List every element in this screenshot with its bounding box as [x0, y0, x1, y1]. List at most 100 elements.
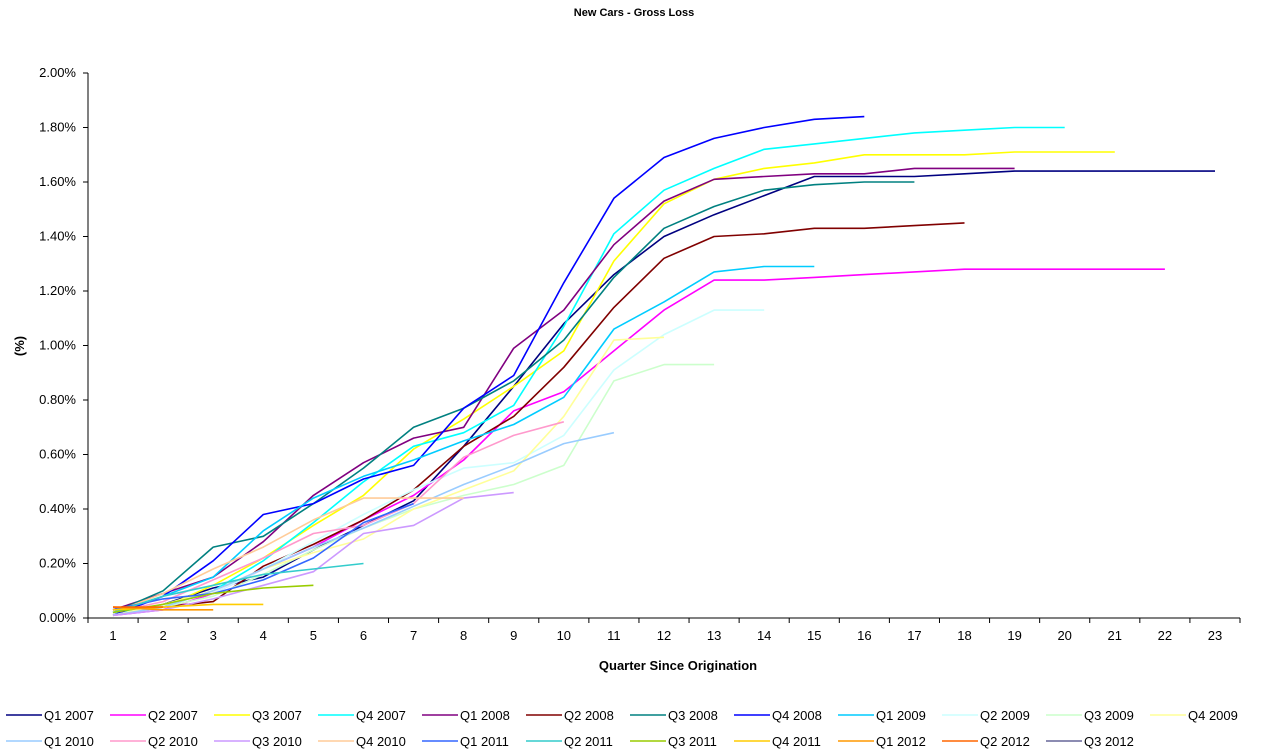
- y-tick-label: 0.40%: [39, 501, 76, 516]
- legend-label: Q4 2008: [772, 708, 822, 723]
- x-tick-label: 5: [310, 628, 317, 643]
- legend-label: Q3 2008: [668, 708, 718, 723]
- y-tick-label: 1.20%: [39, 283, 76, 298]
- legend-item: Q2 2008: [526, 708, 614, 723]
- y-tick-label: 1.60%: [39, 174, 76, 189]
- x-tick-label: 20: [1057, 628, 1071, 643]
- series-line-q4-2010: [112, 497, 464, 614]
- x-tick-label: 6: [360, 628, 367, 643]
- y-tick-label: 0.80%: [39, 392, 76, 407]
- legend-item: Q1 2012: [838, 734, 926, 749]
- legend-item: Q3 2010: [214, 734, 302, 749]
- x-tick-label: 3: [210, 628, 217, 643]
- legend-label: Q1 2007: [44, 708, 94, 723]
- x-tick-label: 7: [410, 628, 417, 643]
- legend-item: Q1 2010: [6, 734, 94, 749]
- x-tick-label: 11: [607, 628, 621, 643]
- legend: Q1 2007 Q2 2007 Q3 2007 Q4 2007 Q1 2008 Q2 20…: [6, 708, 1238, 749]
- x-tick-label: 22: [1158, 628, 1172, 643]
- legend-item: Q1 2007: [6, 708, 94, 723]
- chart-title: New Cars - Gross Loss: [574, 7, 694, 19]
- legend-label: Q4 2011: [772, 734, 821, 749]
- x-tick-label: 14: [757, 628, 771, 643]
- legend-label: Q1 2008: [460, 708, 510, 723]
- x-tick-label: 9: [510, 628, 517, 643]
- legend-label: Q3 2012: [1084, 734, 1134, 749]
- legend-item: Q4 2009: [1150, 708, 1238, 723]
- legend-item: Q1 2008: [422, 708, 510, 723]
- x-tick-label: 13: [707, 628, 721, 643]
- y-tick-label: 1.80%: [39, 120, 76, 135]
- legend-item: Q4 2010: [318, 734, 406, 749]
- y-tick-label: 0.20%: [39, 556, 76, 571]
- legend-item: Q3 2011: [630, 734, 717, 749]
- legend-item: Q4 2007: [318, 708, 406, 723]
- legend-label: Q2 2007: [148, 708, 198, 723]
- legend-label: Q3 2009: [1084, 708, 1134, 723]
- legend-label: Q4 2009: [1188, 708, 1238, 723]
- legend-label: Q1 2009: [876, 708, 926, 723]
- series-line-q1-2007: [112, 170, 1215, 617]
- legend-item: Q2 2007: [110, 708, 198, 723]
- x-tick-label: 23: [1208, 628, 1222, 643]
- legend-label: Q1 2011: [460, 734, 509, 749]
- legend-label: Q3 2011: [668, 734, 717, 749]
- legend-label: Q1 2010: [44, 734, 94, 749]
- x-tick-label: 10: [557, 628, 571, 643]
- legend-item: Q2 2010: [110, 734, 198, 749]
- legend-item: Q2 2009: [942, 708, 1030, 723]
- x-tick-label: 1: [109, 628, 116, 643]
- legend-item: Q1 2011: [422, 734, 509, 749]
- x-tick-label: 4: [260, 628, 267, 643]
- legend-label: Q3 2007: [252, 708, 302, 723]
- legend-item: Q4 2008: [734, 708, 822, 723]
- series-line-q1-2008: [112, 167, 1015, 611]
- x-tick-label: 19: [1007, 628, 1021, 643]
- legend-item: Q3 2008: [630, 708, 718, 723]
- x-tick-label: 16: [857, 628, 871, 643]
- x-tick-label: 2: [160, 628, 167, 643]
- x-tick-label: 12: [657, 628, 671, 643]
- legend-label: Q4 2007: [356, 708, 406, 723]
- legend-label: Q2 2009: [980, 708, 1030, 723]
- legend-item: Q3 2012: [1046, 734, 1134, 749]
- x-tick-label: 15: [807, 628, 821, 643]
- series-line-q1-2011: [112, 502, 414, 611]
- series-line-q4-2008: [112, 115, 865, 617]
- legend-label: Q2 2008: [564, 708, 614, 723]
- x-tick-label: 8: [460, 628, 467, 643]
- legend-item: Q1 2009: [838, 708, 926, 723]
- legend-item: Q2 2012: [942, 734, 1030, 749]
- y-axis-label: (%): [12, 336, 27, 356]
- series-line-q2-2011: [112, 562, 364, 614]
- x-axis-label: Quarter Since Origination: [599, 658, 757, 673]
- x-tick-label: 17: [907, 628, 921, 643]
- series-line-q1-2009: [112, 265, 815, 614]
- series-line-q3-2008: [112, 181, 915, 614]
- x-tick-label: 18: [957, 628, 971, 643]
- legend-item: Q3 2007: [214, 708, 302, 723]
- series-line-q3-2007: [112, 151, 1115, 617]
- y-tick-label: 1.40%: [39, 229, 76, 244]
- series-line-q1-2010: [112, 431, 615, 617]
- legend-item: Q2 2011: [526, 734, 613, 749]
- series-line-q2-2009: [112, 309, 765, 617]
- legend-label: Q2 2011: [564, 734, 613, 749]
- legend-item: Q3 2009: [1046, 708, 1134, 723]
- axes: 0.00% 0.20% 0.40% 0.60% 0.80% 1.00% 1.20% 1.40%…: [39, 65, 1241, 643]
- y-tick-label: 1.00%: [39, 338, 76, 353]
- y-tick-label: 0.00%: [39, 610, 76, 625]
- series-layer: [112, 115, 1215, 617]
- legend-item: Q4 2011: [734, 734, 821, 749]
- legend-label: Q1 2012: [876, 734, 926, 749]
- x-tick-label: 21: [1108, 628, 1122, 643]
- legend-label: Q2 2010: [148, 734, 198, 749]
- y-tick-label: 2.00%: [39, 65, 76, 80]
- legend-label: Q4 2010: [356, 734, 406, 749]
- y-tick-label: 0.60%: [39, 447, 76, 462]
- series-line-q4-2007: [112, 126, 1065, 614]
- series-line-q1-2012: [112, 606, 214, 611]
- legend-label: Q3 2010: [252, 734, 302, 749]
